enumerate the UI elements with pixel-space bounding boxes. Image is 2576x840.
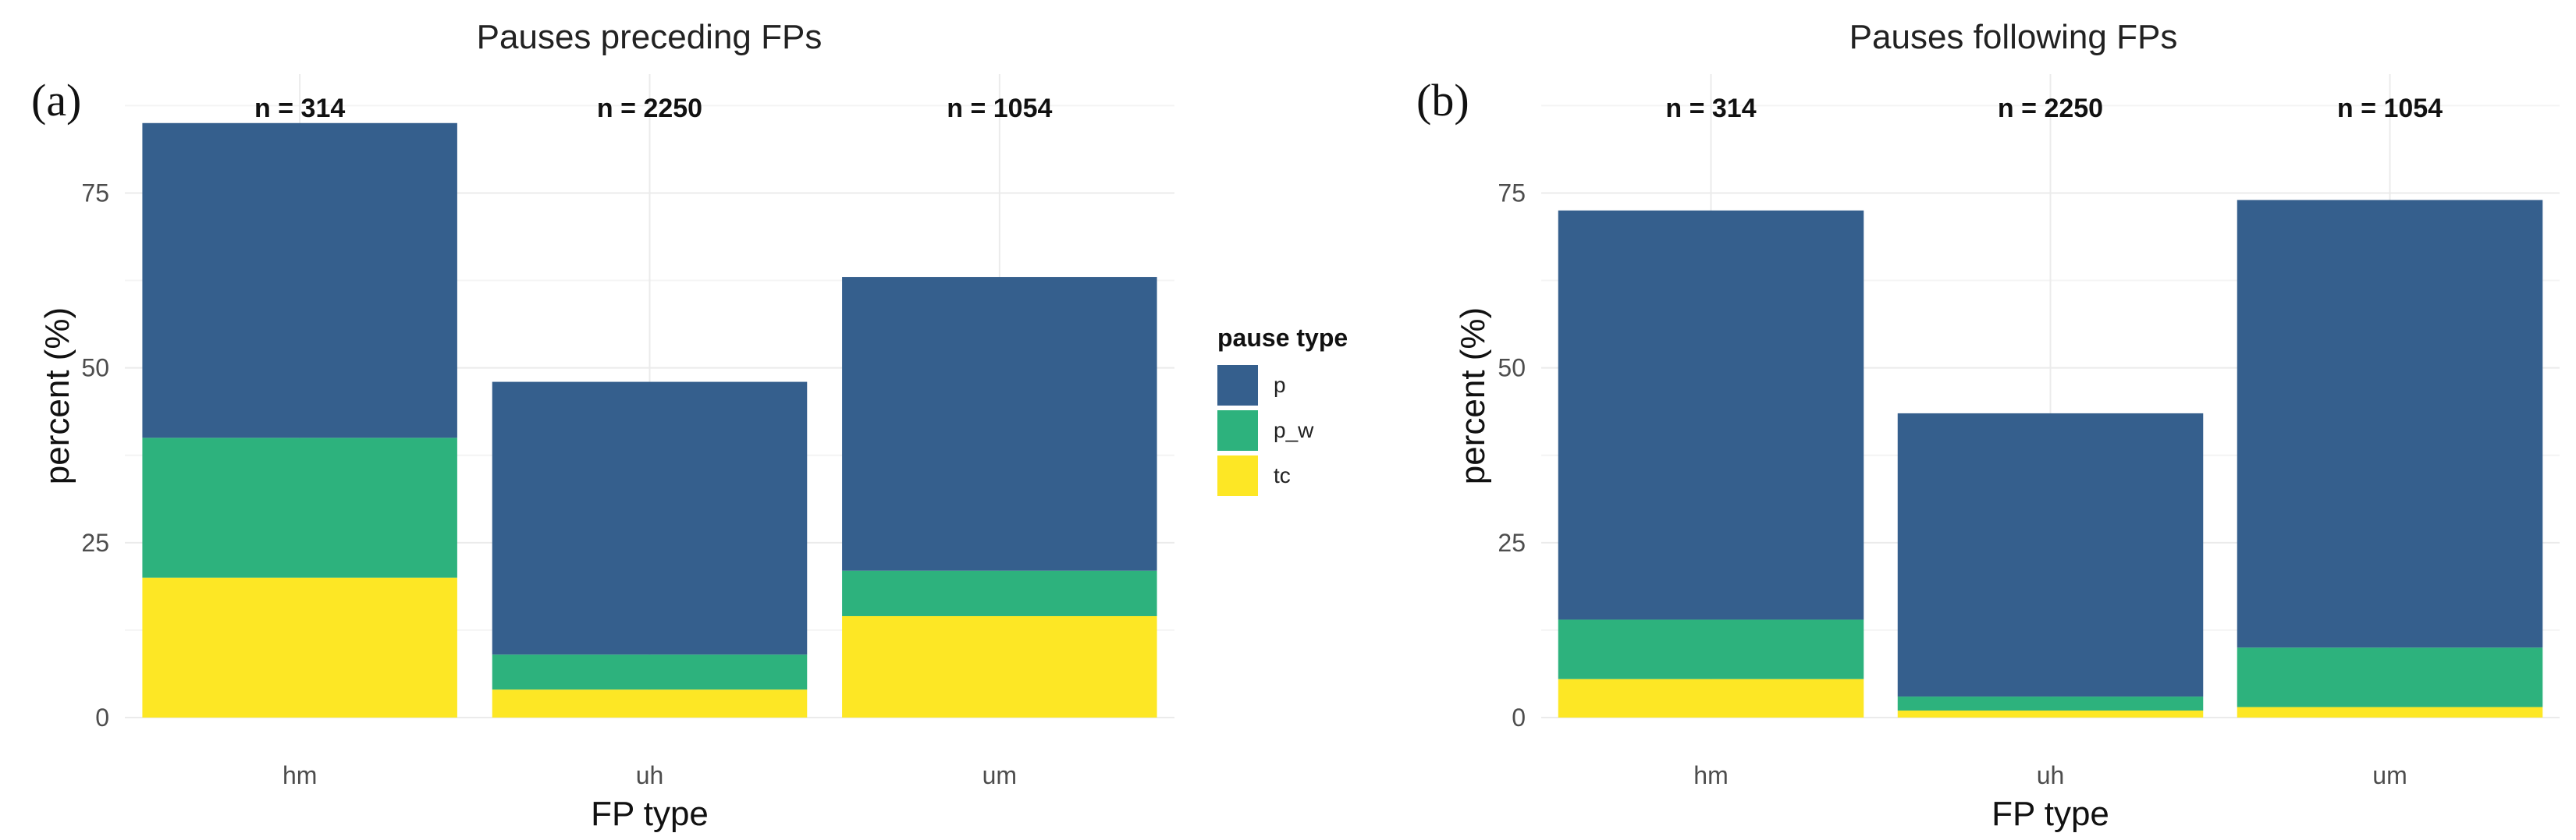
bar-hm-tc xyxy=(1558,679,1864,718)
bar-uh-p-w xyxy=(1897,696,2204,711)
bar-uh-p xyxy=(492,381,808,655)
legend: pause type p p_w tc xyxy=(1217,324,1348,496)
bar-um-p-w xyxy=(2237,647,2543,707)
n-label-hm: n = 314 xyxy=(254,94,345,123)
legend-label-p: p xyxy=(1274,373,1286,397)
n-label-hm: n = 314 xyxy=(1665,94,1756,123)
n-label-um: n = 1054 xyxy=(2337,94,2443,123)
bar-um-p xyxy=(2237,200,2543,648)
x-tick-label-uh: uh xyxy=(2037,761,2065,789)
bar-um-p-w xyxy=(842,570,1157,616)
chart-title: Pauses preceding FPs xyxy=(477,18,823,56)
x-tick-label-uh: uh xyxy=(636,761,664,789)
panel-b: 0 25 50 75 hm uh um n = 314 n = 2250 n = 1054 Paus… xyxy=(1416,18,2560,833)
x-tick-label-um: um xyxy=(2372,761,2407,789)
n-label-uh: n = 2250 xyxy=(597,94,702,123)
bar-um-tc xyxy=(2237,707,2543,718)
y-tick-label: 50 xyxy=(1498,354,1526,382)
bar-hm-p-w xyxy=(1558,619,1864,679)
bar-uh-p xyxy=(1897,413,2204,697)
bar-hm-p xyxy=(1558,210,1864,620)
panel-label: (b) xyxy=(1416,75,1469,126)
y-tick-label: 50 xyxy=(81,354,109,382)
x-tick-label-hm: hm xyxy=(282,761,317,789)
bar-um-p xyxy=(842,277,1157,571)
bar-uh-p-w xyxy=(492,654,808,690)
x-axis-title: FP type xyxy=(1992,795,2109,833)
legend-swatch-p-w xyxy=(1217,410,1258,451)
legend-label-p-w: p_w xyxy=(1274,418,1314,442)
y-tick-label: 0 xyxy=(1512,704,1526,732)
y-axis-title: percent (%) xyxy=(38,307,76,484)
bar-uh-tc xyxy=(492,689,808,718)
legend-swatch-tc xyxy=(1217,455,1258,496)
y-tick-label: 75 xyxy=(81,179,109,207)
y-tick-label: 75 xyxy=(1498,179,1526,207)
n-label-uh: n = 2250 xyxy=(1998,94,2103,123)
bar-hm-tc xyxy=(142,577,457,718)
legend-label-tc: tc xyxy=(1274,463,1291,487)
y-tick-label: 25 xyxy=(81,529,109,557)
bar-hm-p xyxy=(142,122,457,438)
legend-swatch-p xyxy=(1217,365,1258,406)
y-tick-label: 0 xyxy=(95,704,109,732)
bar-hm-p-w xyxy=(142,438,457,578)
x-axis-title: FP type xyxy=(591,795,709,833)
bar-uh-tc xyxy=(1897,711,2204,718)
bar-um-tc xyxy=(842,615,1157,718)
n-label-um: n = 1054 xyxy=(947,94,1052,123)
legend-title: pause type xyxy=(1217,324,1348,352)
y-axis-title: percent (%) xyxy=(1454,307,1492,484)
panel-a: 0 25 50 75 hm uh um n = 314 n = 2250 n = 1054 Paus… xyxy=(31,18,1174,833)
panel-label: (a) xyxy=(31,75,81,126)
chart-title: Pauses following FPs xyxy=(1849,18,2178,56)
y-tick-label: 25 xyxy=(1498,529,1526,557)
x-tick-label-hm: hm xyxy=(1693,761,1728,789)
x-tick-label-um: um xyxy=(982,761,1017,789)
